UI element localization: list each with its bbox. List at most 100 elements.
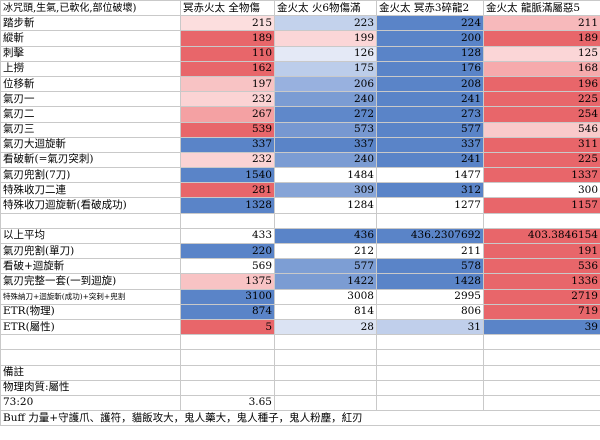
value-cell[interactable]: 223 — [274, 15, 377, 32]
value-cell[interactable]: 3.65 — [180, 394, 275, 412]
column-header-1[interactable]: 冥赤火太 全物傷 — [180, 0, 275, 17]
value-cell[interactable]: 199 — [274, 30, 377, 47]
value-cell[interactable]: 273 — [376, 106, 484, 123]
value-cell[interactable]: 189 — [483, 30, 600, 47]
value-cell[interactable] — [376, 379, 484, 396]
value-cell[interactable] — [376, 364, 484, 381]
value-cell[interactable]: 232 — [180, 151, 275, 169]
value-cell[interactable]: 3008 — [274, 288, 377, 305]
value-cell[interactable]: 546 — [483, 121, 600, 138]
value-cell[interactable]: 176 — [376, 60, 484, 77]
value-cell[interactable]: 175 — [274, 60, 377, 77]
value-cell[interactable]: 272 — [274, 106, 377, 123]
value-cell[interactable]: 281 — [180, 182, 275, 199]
value-cell[interactable]: 1277 — [376, 197, 484, 214]
value-cell[interactable]: 28 — [274, 318, 377, 336]
value-cell[interactable]: 3100 — [180, 288, 275, 305]
value-cell[interactable]: 403.3846154 — [483, 227, 600, 245]
value-cell[interactable]: 1328 — [180, 197, 275, 214]
row-label-cell[interactable]: 位移斬 — [0, 75, 181, 93]
value-cell[interactable]: 436 — [274, 227, 377, 245]
value-cell[interactable] — [376, 349, 484, 366]
row-label-cell[interactable]: 縱斬 — [0, 30, 181, 47]
value-cell[interactable]: 225 — [483, 151, 600, 169]
column-header-3[interactable]: 金火太 冥赤3碎龍2 — [376, 0, 484, 17]
value-cell[interactable]: 1284 — [274, 197, 377, 214]
row-label-cell[interactable]: 以上平均 — [0, 227, 181, 245]
value-cell[interactable]: 162 — [180, 60, 275, 77]
value-cell[interactable] — [376, 394, 484, 412]
value-cell[interactable]: 191 — [483, 242, 600, 260]
value-cell[interactable]: 240 — [274, 91, 377, 108]
row-label-cell[interactable]: 踏步斬 — [0, 15, 181, 32]
value-cell[interactable]: 212 — [274, 242, 377, 260]
value-cell[interactable]: 200 — [376, 30, 484, 47]
value-cell[interactable]: 197 — [180, 75, 275, 93]
value-cell[interactable]: 224 — [376, 15, 484, 32]
value-cell[interactable]: 128 — [376, 45, 484, 62]
value-cell[interactable] — [180, 349, 275, 366]
row-label-cell[interactable]: ETR(屬性) — [0, 318, 181, 336]
row-label-cell[interactable]: 氣刃兜割(7刀) — [0, 167, 181, 184]
value-cell[interactable]: 436.2307692 — [376, 227, 484, 245]
row-label-cell[interactable]: 氣刃兜割(單刀) — [0, 242, 181, 260]
value-cell[interactable] — [483, 349, 600, 366]
value-cell[interactable]: 719 — [483, 303, 600, 320]
row-label-cell[interactable]: 特殊納刀+迴旋斬(成功)+突刺+兜割 — [0, 288, 181, 305]
value-cell[interactable]: 211 — [483, 15, 600, 32]
value-cell[interactable]: 189 — [180, 30, 275, 47]
value-cell[interactable] — [483, 379, 600, 396]
row-label-cell[interactable]: 上撈 — [0, 60, 181, 77]
row-label-cell[interactable]: 氣刃完整一套(一到迴旋) — [0, 273, 181, 290]
value-cell[interactable] — [274, 364, 377, 381]
value-cell[interactable]: 110 — [180, 45, 275, 62]
value-cell[interactable]: 1484 — [274, 167, 377, 184]
value-cell[interactable]: 254 — [483, 106, 600, 123]
value-cell[interactable]: 433 — [180, 227, 275, 245]
row-label-cell[interactable]: ETR(物理) — [0, 303, 181, 320]
value-cell[interactable]: 337 — [180, 136, 275, 153]
value-cell[interactable] — [274, 349, 377, 366]
row-label-cell[interactable]: 物理肉質:屬性 — [0, 379, 181, 396]
row-label-cell[interactable]: 特殊收刀迴旋斬(看破成功) — [0, 197, 181, 214]
value-cell[interactable]: 225 — [483, 91, 600, 108]
row-label-cell[interactable] — [0, 349, 181, 366]
value-cell[interactable]: 337 — [274, 136, 377, 153]
value-cell[interactable]: 1337 — [483, 167, 600, 184]
value-cell[interactable]: 168 — [483, 60, 600, 77]
value-cell[interactable]: 1375 — [180, 273, 275, 290]
value-cell[interactable]: 1428 — [376, 273, 484, 290]
row-label-cell[interactable]: 刺擊 — [0, 45, 181, 62]
column-header-2[interactable]: 金火太 火6物傷滿 — [274, 0, 377, 17]
value-cell[interactable]: 300 — [483, 182, 600, 199]
value-cell[interactable]: 309 — [274, 182, 377, 199]
value-cell[interactable]: 806 — [376, 303, 484, 320]
column-header-0[interactable]: 冰咒頭,生氣,已軟化,部位破壞) — [0, 0, 181, 17]
row-label-cell[interactable] — [0, 212, 181, 229]
value-cell[interactable]: 1477 — [376, 167, 484, 184]
value-cell[interactable]: 215 — [180, 15, 275, 32]
value-cell[interactable]: 1157 — [483, 197, 600, 214]
value-cell[interactable]: 569 — [180, 258, 275, 275]
value-cell[interactable]: 267 — [180, 106, 275, 123]
value-cell[interactable]: 577 — [376, 121, 484, 138]
value-cell[interactable] — [483, 364, 600, 381]
row-label-cell[interactable]: 氣刃大迴旋斬 — [0, 136, 181, 153]
value-cell[interactable]: 578 — [376, 258, 484, 275]
value-cell[interactable]: 220 — [180, 242, 275, 260]
value-cell[interactable] — [483, 394, 600, 412]
value-cell[interactable] — [274, 379, 377, 396]
value-cell[interactable] — [376, 212, 484, 229]
row-label-cell[interactable]: 看破斬(=氣刃突刺) — [0, 151, 181, 169]
value-cell[interactable]: 5 — [180, 318, 275, 336]
value-cell[interactable]: 1422 — [274, 273, 377, 290]
row-label-cell[interactable]: 特殊收刀二連 — [0, 182, 181, 199]
value-cell[interactable]: 312 — [376, 182, 484, 199]
value-cell[interactable] — [483, 334, 600, 351]
value-cell[interactable]: 874 — [180, 303, 275, 320]
value-cell[interactable]: 814 — [274, 303, 377, 320]
value-cell[interactable]: 240 — [274, 151, 377, 169]
value-cell[interactable]: 2995 — [376, 288, 484, 305]
row-label-cell[interactable] — [0, 334, 181, 351]
value-cell[interactable]: 39 — [483, 318, 600, 336]
